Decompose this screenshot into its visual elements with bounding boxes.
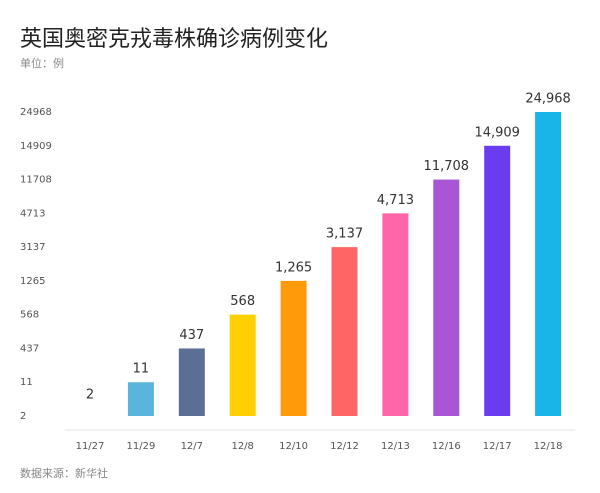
bar (331, 247, 358, 416)
value-label: 3,137 (326, 227, 363, 242)
y-tick-label: 11 (20, 377, 33, 388)
x-tick-label: 12/17 (483, 441, 512, 452)
y-tick-label: 24968 (20, 107, 52, 118)
chart-subtitle: 单位：例 (20, 56, 64, 70)
x-tick-label: 12/13 (381, 441, 410, 452)
y-tick-label: 2 (20, 411, 26, 422)
value-label: 4,713 (377, 193, 414, 208)
bar (433, 179, 460, 416)
x-tick-label: 11/29 (126, 441, 155, 452)
x-tick-label: 12/8 (231, 441, 253, 452)
y-tick-label: 14909 (20, 141, 52, 152)
value-label: 437 (179, 328, 204, 343)
value-label: 1,265 (275, 260, 312, 275)
x-tick-label: 12/18 (534, 441, 563, 452)
value-label: 11,708 (424, 159, 470, 174)
value-label: 2 (86, 388, 94, 403)
x-tick-label: 12/10 (279, 441, 308, 452)
x-tick-label: 12/16 (432, 441, 461, 452)
bar (127, 382, 154, 416)
bar (382, 213, 409, 416)
y-tick-label: 4713 (20, 208, 45, 219)
value-label: 568 (230, 294, 255, 309)
y-tick-label: 1265 (20, 276, 45, 287)
y-tick-label: 3137 (20, 242, 45, 253)
bar (535, 112, 562, 416)
value-label: 11 (133, 362, 150, 377)
y-tick-label: 568 (20, 310, 39, 321)
bar (280, 280, 307, 416)
chart-title: 英国奥密克戎毒株确诊病例变化 (20, 27, 328, 52)
bar (229, 314, 256, 416)
y-tick-label: 11708 (20, 175, 52, 186)
x-tick-label: 11/27 (76, 441, 105, 452)
source: 数据来源：新华社 (20, 466, 108, 480)
x-tick-label: 12/12 (330, 441, 359, 452)
value-label: 14,909 (474, 125, 520, 140)
x-tick-label: 12/7 (181, 441, 203, 452)
bar (484, 145, 511, 416)
value-label: 24,968 (525, 92, 571, 107)
bar (178, 348, 205, 416)
y-tick-label: 437 (20, 343, 39, 354)
